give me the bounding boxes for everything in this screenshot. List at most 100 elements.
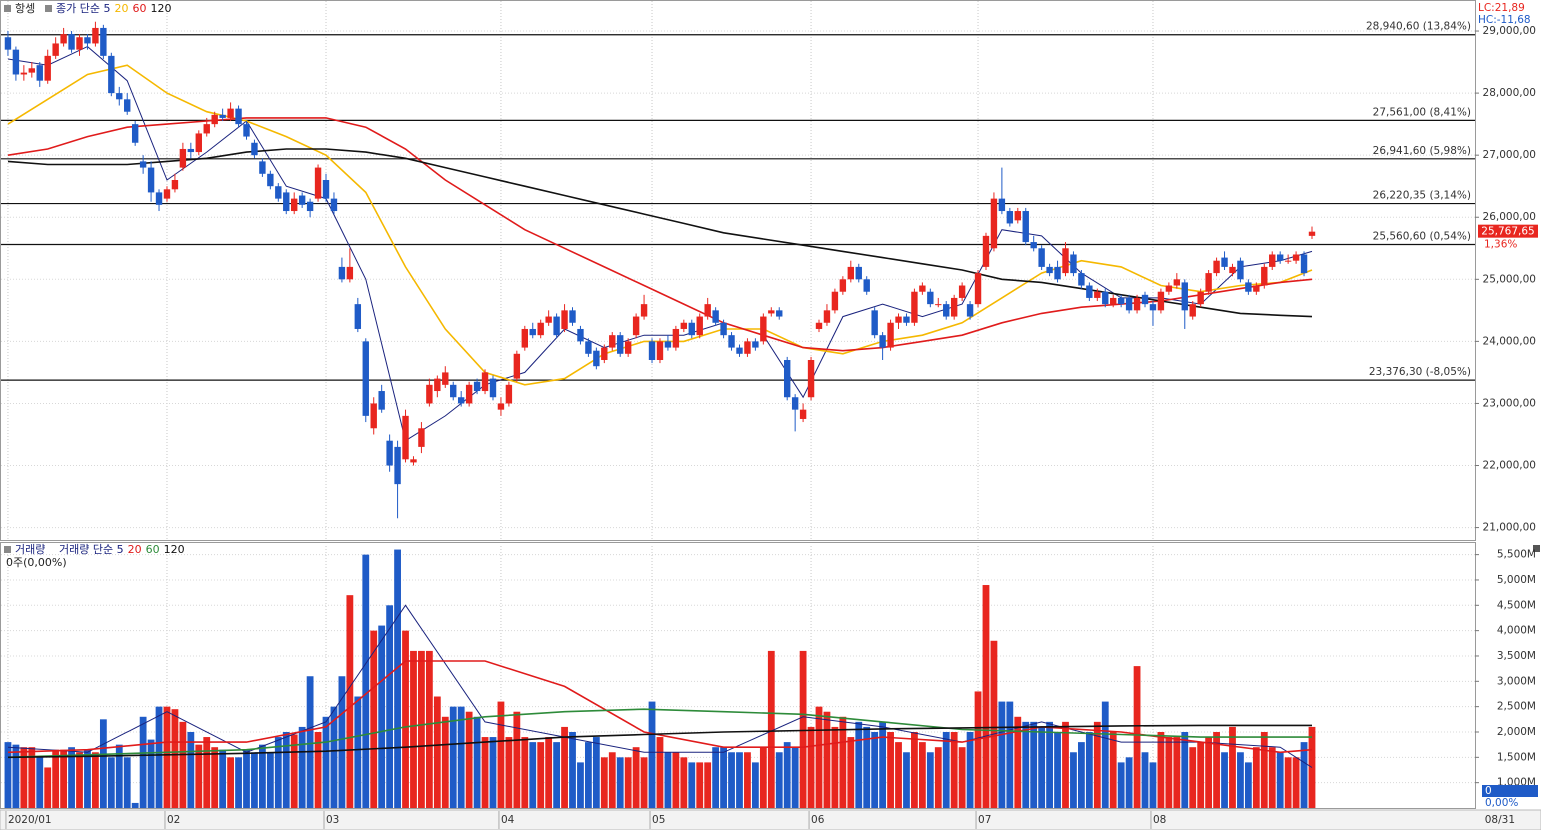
volume-bar (680, 757, 688, 808)
candle-body (1094, 291, 1101, 298)
candle-body (855, 266, 862, 280)
candle-body (378, 391, 385, 410)
candle-body (1054, 266, 1061, 280)
y-tick-label: 3,500M (1497, 650, 1536, 662)
candle-body (736, 347, 743, 354)
volume-bar (20, 747, 28, 808)
date-bar (0, 809, 1541, 830)
volume-bar (1062, 721, 1069, 808)
candle-body (966, 304, 974, 317)
last-value-label: 0 (1485, 785, 1492, 797)
volume-bar (123, 757, 131, 808)
reference-label: 27,561,00 (8,41%) (1373, 106, 1471, 118)
volume-bar (1213, 731, 1220, 808)
candle-body (1014, 211, 1021, 221)
volume-bar (139, 716, 147, 808)
volume-bar (473, 716, 481, 808)
candle-body (346, 266, 354, 280)
volume-bar (12, 744, 20, 808)
volume-bar (1181, 731, 1189, 808)
volume-bar (585, 742, 592, 808)
candle-body (1261, 266, 1268, 286)
candle-body (1133, 297, 1141, 311)
candle-body (704, 304, 711, 317)
volume-bar (378, 625, 386, 808)
volume-bar (712, 747, 720, 808)
candle-body (1149, 304, 1157, 311)
candle-body (1173, 279, 1181, 286)
volume-bar (521, 737, 529, 808)
volume-bar (99, 719, 107, 808)
candle-body (1253, 285, 1260, 292)
candle-body (108, 55, 115, 94)
candle-body (92, 27, 99, 44)
candle-body (624, 341, 632, 354)
candle-body (990, 198, 998, 249)
volume-bar (966, 731, 974, 808)
volume-bar (871, 731, 879, 808)
volume-bar (696, 762, 704, 808)
candle-body (1046, 266, 1053, 274)
candle-body (354, 304, 362, 329)
candle-body (68, 34, 75, 50)
candle-body (139, 161, 147, 168)
candle-body (131, 124, 139, 143)
volume-bar (1221, 752, 1228, 808)
legend-entry: 거래량 단순 5 (59, 543, 124, 556)
candle-body (402, 415, 409, 460)
volume-bar (879, 721, 887, 808)
volume-bar (950, 731, 958, 808)
volume-bar (998, 701, 1006, 808)
volume-bar (1237, 752, 1244, 808)
date-label: 06 (811, 814, 825, 826)
candle-body (4, 37, 12, 50)
volume-bar (298, 726, 306, 808)
candle-body (1070, 254, 1077, 274)
y-tick-label: 28,000,00 (1483, 87, 1536, 99)
legend-entry: 60 (146, 543, 160, 556)
panel-button[interactable] (1533, 545, 1540, 552)
candle-body (1197, 291, 1204, 305)
candle-body (680, 322, 688, 329)
legend-entry: 60 (132, 2, 146, 15)
volume-bar (561, 726, 568, 808)
last-price-box (1478, 224, 1538, 238)
candle-body (251, 142, 258, 156)
volume-bar (974, 691, 982, 808)
volume-bar (362, 554, 370, 808)
volume-bar (903, 752, 910, 808)
volume-bar (1093, 721, 1101, 808)
volume-bar (751, 762, 759, 808)
reference-label: 28,940,60 (13,84%) (1366, 21, 1471, 33)
volume-bar (1014, 716, 1022, 808)
volume-bar (481, 737, 489, 808)
volume-bar (1046, 721, 1053, 808)
candle-body (291, 198, 298, 212)
y-tick-label: 29,000,00 (1483, 25, 1536, 37)
candle-body (1062, 248, 1069, 274)
candle-body (1205, 273, 1212, 292)
volume-bar (1054, 731, 1061, 808)
candle-body (799, 409, 807, 419)
volume-bar (1133, 666, 1141, 808)
volume-bar (720, 747, 727, 808)
candle-body (28, 68, 36, 73)
candle-body (1030, 242, 1037, 249)
reference-label: 23,376,30 (-8,05%) (1369, 366, 1471, 378)
candle-body (648, 341, 656, 360)
candle-body (116, 93, 123, 100)
volume-bar (1030, 721, 1038, 808)
candle-body (36, 65, 43, 81)
candle-body (1300, 254, 1308, 274)
candle-body (577, 328, 584, 342)
candle-body (696, 316, 703, 336)
volume-bar (1292, 757, 1300, 808)
icon (4, 546, 11, 553)
candle-body (744, 341, 751, 354)
candle-body (370, 403, 377, 429)
volume-bar (537, 742, 545, 808)
volume-bar (648, 701, 656, 808)
volume-bar (728, 752, 735, 808)
volume-bar (775, 752, 783, 808)
volume-bar (1101, 701, 1109, 808)
